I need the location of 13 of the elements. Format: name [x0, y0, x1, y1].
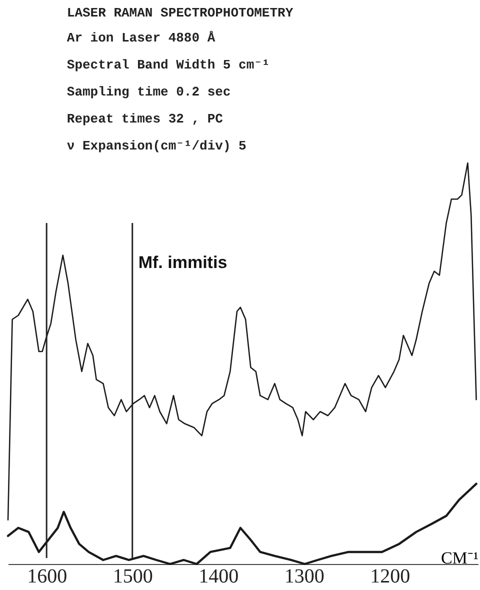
x-tick-label: 1200 [370, 566, 410, 588]
ref-line-label: Mf. immitis [138, 253, 228, 272]
chart-title: LASER RAMAN SPECTROPHOTOMETRY [66, 5, 294, 20]
x-tick-label: 1500 [112, 566, 153, 588]
x-tick-label: 1300 [284, 566, 324, 588]
text: Repeat times 32 , PC [66, 111, 224, 126]
text: ν Expansion(cm⁻¹/div) 5 [66, 138, 247, 154]
text: Ar ion Laser 4880 Å [66, 30, 216, 46]
x-axis-title: CM⁻¹ [440, 548, 478, 568]
text: Spectral Band Width 5 cm⁻¹ [66, 57, 270, 72]
x-tick-label: 1400 [198, 566, 239, 588]
x-tick-label: 1600 [27, 566, 68, 588]
text: Sampling time 0.2 sec [66, 84, 231, 100]
